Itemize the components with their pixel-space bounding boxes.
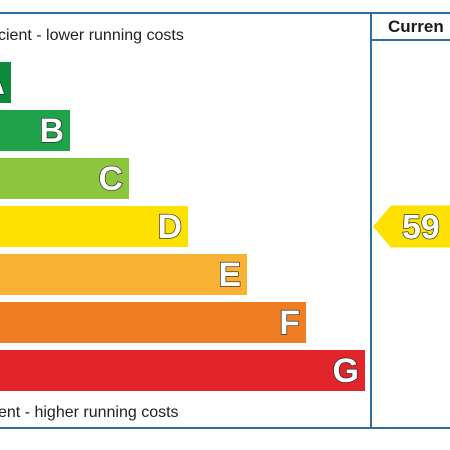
rating-band-d: D: [0, 206, 188, 247]
rating-band-bar-g: [0, 350, 365, 391]
rating-band-b: B: [0, 110, 70, 151]
current-column-header: Curren: [372, 14, 450, 41]
frame-divider-line: [370, 12, 372, 429]
rating-band-bar-d: [0, 206, 188, 247]
rating-bands: ABCDEFG: [0, 62, 365, 391]
frame-bottom-line: [0, 427, 450, 429]
current-column-label: Curren: [388, 17, 444, 36]
rating-band-a: A: [0, 62, 11, 103]
current-rating-arrow: [373, 205, 450, 248]
rating-band-letter-g: G: [333, 352, 359, 390]
rating-band-letter-c: C: [98, 160, 123, 198]
rating-band-f: F: [0, 302, 306, 343]
rating-band-letter-b: B: [39, 112, 64, 150]
rating-band-letter-e: E: [218, 256, 241, 294]
current-rating-indicator: 59: [373, 205, 450, 248]
rating-band-bar-b: [0, 110, 70, 151]
current-rating-value: 59: [402, 209, 440, 247]
efficiency-caption-bottom: ent - higher running costs: [0, 404, 179, 421]
rating-band-bar-c: [0, 158, 129, 199]
rating-band-letter-f: F: [279, 304, 300, 342]
rating-band-letter-a: A: [0, 64, 5, 102]
efficiency-caption-top: cient - lower running costs: [0, 27, 184, 44]
rating-band-letter-d: D: [157, 208, 182, 246]
rating-band-e: E: [0, 254, 247, 295]
rating-band-g: G: [0, 350, 365, 391]
rating-band-bar-e: [0, 254, 247, 295]
rating-band-bar-a: [0, 62, 11, 103]
frame-top-line: [0, 12, 450, 14]
rating-band-c: C: [0, 158, 129, 199]
rating-band-bar-f: [0, 302, 306, 343]
